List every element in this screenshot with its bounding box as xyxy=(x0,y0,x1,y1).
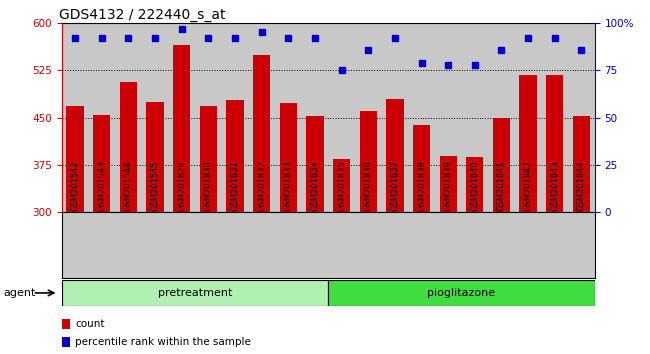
Bar xyxy=(306,116,324,212)
Text: pretreatment: pretreatment xyxy=(158,288,232,298)
Bar xyxy=(359,112,377,212)
Bar xyxy=(253,55,270,212)
Text: count: count xyxy=(75,319,105,329)
Text: agent: agent xyxy=(3,288,36,298)
Bar xyxy=(466,158,484,212)
Bar xyxy=(413,125,430,212)
Bar xyxy=(573,116,590,212)
Bar xyxy=(439,156,457,212)
Bar xyxy=(493,118,510,212)
Text: pioglitazone: pioglitazone xyxy=(428,288,495,298)
Bar xyxy=(333,159,350,212)
Bar xyxy=(146,102,164,212)
Bar xyxy=(226,100,244,212)
Bar xyxy=(120,82,137,212)
Bar xyxy=(173,45,190,212)
Text: GDS4132 / 222440_s_at: GDS4132 / 222440_s_at xyxy=(59,8,226,22)
Bar xyxy=(66,106,84,212)
Bar xyxy=(200,106,217,212)
Bar xyxy=(93,115,110,212)
Bar xyxy=(386,99,404,212)
Bar xyxy=(280,103,297,212)
Text: percentile rank within the sample: percentile rank within the sample xyxy=(75,337,252,347)
Bar xyxy=(62,280,328,306)
Bar xyxy=(519,75,537,212)
Bar xyxy=(328,280,595,306)
Bar xyxy=(546,75,564,212)
